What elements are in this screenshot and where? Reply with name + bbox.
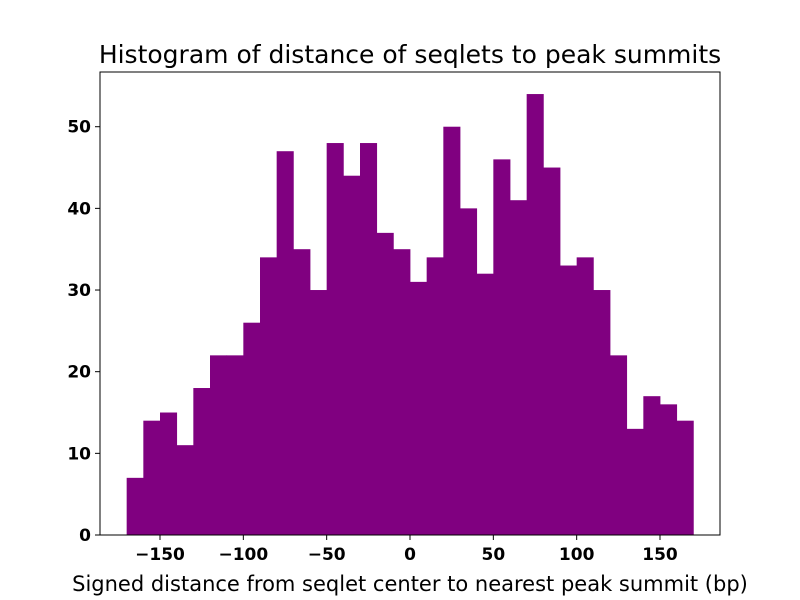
x-axis-ticks: −150 −100 −50 0 50 100 150 [135,535,678,565]
histogram-bar [326,143,344,535]
histogram-bar [460,208,478,536]
histogram-bar [543,167,561,536]
histogram-bar [243,322,261,535]
histogram-bar [626,428,644,535]
histogram-bar [360,143,378,535]
x-tick-label: −100 [218,545,268,565]
plot-frame [99,71,721,536]
histogram-bar [343,175,361,535]
histogram-bar [393,249,411,536]
histogram-bar [193,388,211,535]
histogram-bar [226,355,244,535]
histogram-bar [526,94,544,536]
histogram-bar [143,420,161,535]
x-axis-label: Signed distance from seqlet center to ne… [72,572,748,596]
y-axis-ticks: 0 10 20 30 40 50 [67,118,100,546]
y-tick-label: 50 [67,118,91,138]
histogram-bar [293,249,311,536]
histogram-bar [310,290,328,535]
y-tick-label: 40 [67,199,91,219]
x-tick-label: 0 [404,545,416,565]
x-tick-label: 100 [559,545,595,565]
histogram-bar [176,445,194,535]
histogram-bar [476,273,494,535]
histogram-bar [210,355,228,535]
histogram-bar [410,281,428,535]
histogram-bar [676,420,694,535]
histogram-bar [593,290,611,535]
y-tick-label: 10 [67,444,91,464]
x-tick-label: 50 [481,545,505,565]
histogram-bar [560,265,578,535]
x-tick-label: −50 [308,545,346,565]
x-tick-label: 150 [642,545,678,565]
histogram-bar [276,151,294,535]
x-tick-label: −150 [135,545,185,565]
y-tick-label: 30 [67,281,91,301]
histogram-bar [443,126,461,536]
histogram-bar [576,257,594,535]
histogram-bar [493,159,511,535]
histogram-bars [126,94,694,536]
histogram-bar [426,257,444,535]
histogram-bar [510,200,528,535]
histogram-bar [126,477,144,535]
chart-title: Histogram of distance of seqlets to peak… [99,40,721,69]
histogram-bar [610,355,628,535]
histogram-bar [160,412,178,535]
histogram-bar [643,396,661,535]
histogram-bar [660,404,678,535]
y-tick-label: 20 [67,363,91,383]
y-tick-label: 0 [79,526,91,546]
histogram-bar [376,232,394,535]
histogram-bar [260,257,278,535]
